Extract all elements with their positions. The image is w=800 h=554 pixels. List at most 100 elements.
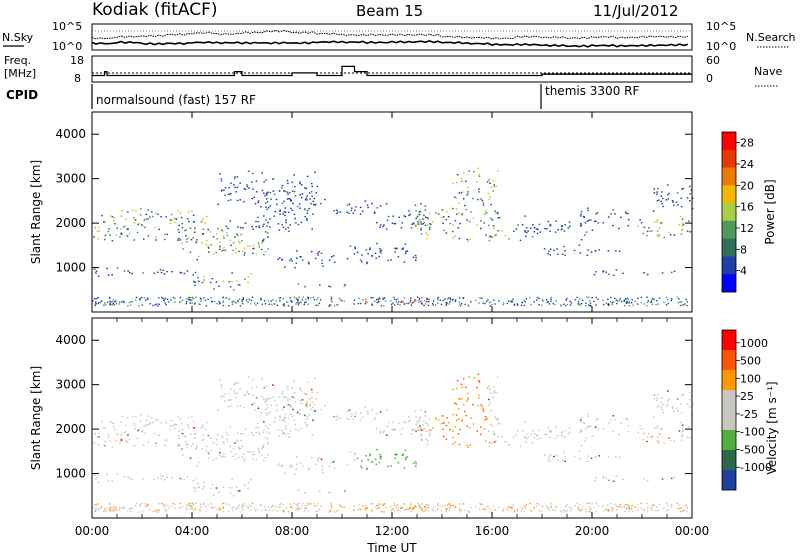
velocity-cell: [106, 507, 109, 509]
velocity-cell: [513, 510, 516, 513]
power-cell: [255, 226, 257, 228]
velocity-cell: [691, 413, 694, 416]
velocity-cell: [366, 507, 368, 510]
power-cell: [544, 227, 546, 230]
velocity-cell: [284, 417, 287, 419]
power-cell: [658, 297, 661, 299]
power-cell: [455, 197, 458, 199]
power-cell: [379, 298, 381, 300]
velocity-cell: [418, 425, 421, 427]
power-cell: [170, 299, 172, 301]
power-cell: [250, 273, 252, 275]
power-cell: [266, 225, 268, 227]
velocity-cell: [113, 422, 115, 425]
power-cell: [585, 231, 588, 233]
velocity-cell: [101, 506, 103, 508]
power-cell: [428, 298, 430, 301]
power-cell: [627, 298, 630, 301]
noise-right-tick-bottom: 10^0: [706, 40, 736, 53]
velocity-cell: [145, 505, 147, 507]
velocity-cell: [672, 407, 674, 409]
velocity-cell: [313, 403, 316, 406]
power-cell: [366, 204, 369, 206]
power-cell: [319, 284, 321, 286]
velocity-cell: [211, 507, 213, 509]
velocity-cell: [352, 418, 355, 420]
power-cell: [304, 215, 306, 218]
power-cell: [426, 224, 429, 226]
power-cell: [583, 215, 585, 218]
power-cell: [548, 303, 551, 305]
power-cell: [554, 303, 556, 306]
velocity-cell: [547, 458, 549, 461]
velocity-cell: [428, 504, 430, 507]
power-cell: [282, 226, 285, 228]
power-cell: [661, 272, 664, 274]
power-cell: [268, 303, 270, 305]
velocity-cell: [282, 432, 285, 434]
power-cell: [371, 303, 373, 305]
velocity-cell: [320, 505, 322, 507]
velocity-cell: [123, 476, 126, 478]
velocity-cell: [490, 392, 492, 394]
velocity-cell: [283, 511, 286, 513]
power-cell: [111, 304, 113, 306]
power-cell: [180, 272, 183, 274]
velocity-cell: [586, 502, 588, 504]
velocity-cell: [289, 430, 291, 432]
power-cell: [680, 301, 682, 303]
velocity-cell: [376, 427, 378, 430]
velocity-cell: [360, 508, 362, 511]
velocity-cell: [239, 405, 242, 407]
velocity-cell: [468, 511, 470, 513]
power-cell: [258, 246, 260, 248]
power-cell: [517, 224, 519, 226]
velocity-cell: [287, 399, 289, 401]
power-cell: [475, 299, 477, 302]
power-cell: [656, 200, 659, 202]
power-cell: [210, 244, 212, 246]
velocity-cell: [369, 454, 371, 457]
power-cell: [253, 196, 256, 198]
power-cell: [218, 285, 220, 287]
power-cell: [260, 206, 262, 208]
power-cell: [135, 299, 137, 301]
velocity-cell: [230, 399, 232, 401]
velocity-cell: [155, 445, 157, 447]
power-cell: [456, 174, 459, 176]
power-cell: [217, 203, 219, 205]
velocity-cell: [446, 417, 448, 419]
power-cell: [481, 297, 483, 299]
velocity-cell: [386, 425, 389, 428]
power-cell: [555, 220, 557, 222]
velocity-cell: [234, 453, 237, 456]
velocity-cell: [103, 510, 105, 512]
power-cell: [392, 302, 394, 304]
power-cell: [449, 297, 452, 299]
velocity-cell: [657, 394, 659, 396]
power-cell: [292, 202, 294, 205]
power-cell: [113, 300, 116, 303]
power-cell: [496, 211, 499, 214]
power-cell: [385, 228, 388, 230]
power-cell: [299, 194, 302, 196]
velocity-cell: [290, 506, 292, 508]
velocity-cell: [445, 438, 448, 440]
velocity-cell: [279, 463, 281, 465]
velocity-cell: [229, 492, 232, 494]
power-cell: [376, 242, 378, 245]
velocity-cell: [605, 477, 607, 479]
power-cell: [494, 303, 496, 305]
velocity-cell: [312, 406, 314, 409]
velocity-cell: [246, 390, 248, 392]
power-cell: [579, 225, 582, 227]
power-cell: [285, 219, 287, 221]
velocity-cell: [628, 506, 631, 509]
power-cell: [202, 233, 204, 235]
power-cell: [387, 215, 390, 218]
power-cell: [177, 228, 180, 231]
power-cell: [287, 182, 289, 184]
power-cell: [163, 299, 165, 302]
power-cell: [262, 240, 265, 242]
velocity-cell: [588, 425, 590, 427]
